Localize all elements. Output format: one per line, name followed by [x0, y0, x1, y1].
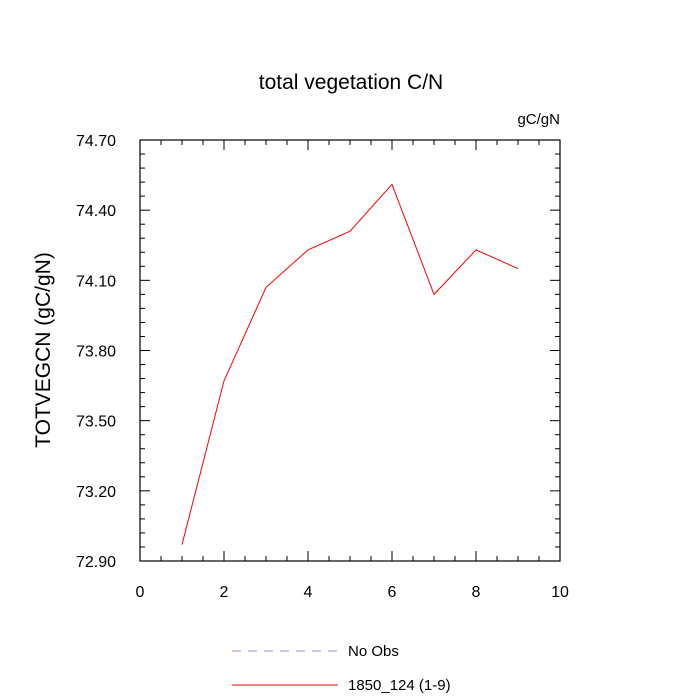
plot-frame: [139, 139, 561, 562]
y-tick-label: 73.80: [76, 344, 116, 361]
x-tick-label: 4: [304, 584, 313, 601]
y-axis-label: TOTVEGCN (gC/gN): [32, 252, 55, 448]
x-tick-label: 6: [388, 584, 397, 601]
series-line-1: [181, 183, 519, 545]
legend-label-0: No Obs: [348, 643, 399, 660]
axes: 0 2 4 6 8 10 72.90 73.20 73.50 73.80 74.10 74.40 74.…: [76, 133, 569, 601]
chart-title: total vegetation C/N: [259, 71, 443, 94]
y-tick-label: 74.70: [76, 133, 116, 150]
y-tick-label: 74.40: [76, 203, 116, 220]
y-tick-label: 73.50: [76, 414, 116, 431]
legend: No Obs 1850_124 (1-9): [232, 643, 451, 694]
x-tick-label: 10: [551, 584, 569, 601]
x-tick-label: 8: [472, 584, 481, 601]
x-tick-label: 2: [220, 584, 229, 601]
x-tick-label: 0: [136, 584, 145, 601]
y-tick-label: 74.10: [76, 273, 116, 290]
y-tick-label: 72.90: [76, 554, 116, 571]
units-label: gC/gN: [517, 111, 560, 128]
y-tick-label: 73.20: [76, 484, 116, 501]
legend-label-1: 1850_124 (1-9): [348, 677, 451, 694]
series-layer: [181, 183, 519, 545]
